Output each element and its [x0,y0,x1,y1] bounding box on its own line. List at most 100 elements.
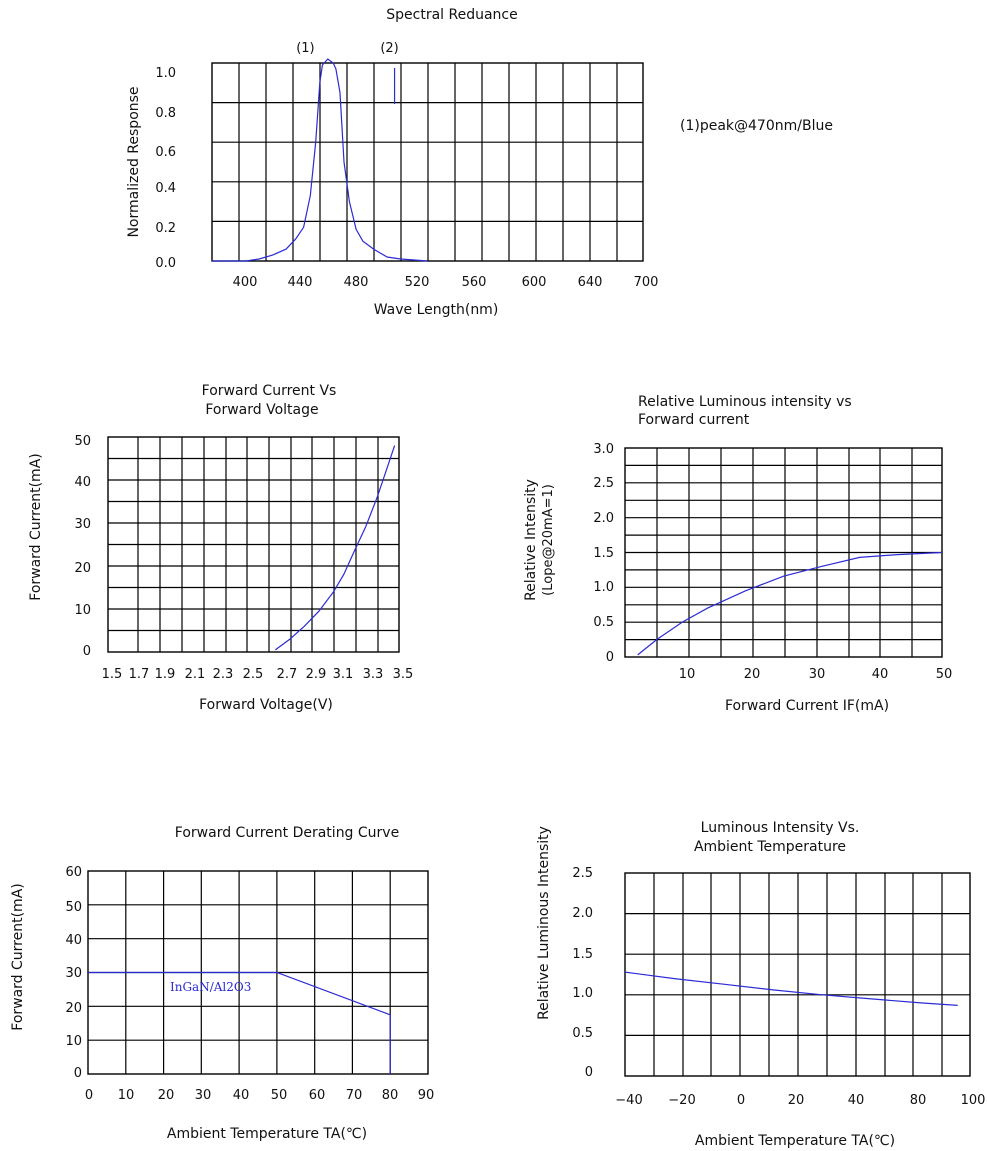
iv-y-tick: 20 [74,561,91,576]
luminous-current-chart: Relative Luminous intensity vs Forward c… [523,394,952,714]
luminous-temperature-curve [624,971,958,1006]
luminous-temperature-y-tick: 2.5 [572,866,593,881]
luminous-current-y-tick: 1.0 [593,580,614,595]
derating-x-tick: 50 [271,1088,288,1103]
iv-x-tick: 2.7 [277,667,298,682]
luminous-temperature-x-tick: 0 [737,1093,745,1108]
luminous-temperature-x-tick: 100 [961,1093,986,1108]
derating-x-tick: 40 [233,1088,250,1103]
iv-curve [274,445,396,651]
luminous-temperature-x-tick: 20 [788,1093,805,1108]
iv-x-tick: 1.7 [129,667,150,682]
derating-y-tick: 50 [65,900,82,915]
iv-x-tick: 1.5 [102,667,123,682]
iv-chart: Forward Current Vs Forward Voltage Forwa… [28,383,413,713]
luminous-temperature-y-tick: 0 [585,1065,593,1080]
luminous-temperature-y-tick: 1.5 [572,947,593,962]
iv-frame [107,436,400,653]
luminous-temperature-frame [624,872,971,1077]
luminous-temperature-x-tick: −40 [615,1093,642,1108]
spectral-x-tick: 400 [233,275,258,290]
iv-x-tick: 2.9 [306,667,327,682]
derating-xlabel: Ambient Temperature TA(℃) [167,1126,367,1142]
luminous-temperature-x-tick: 80 [910,1093,927,1108]
spectral-curve [212,58,428,262]
luminous-current-x-tick: 40 [872,667,889,682]
derating-y-tick: 60 [65,865,82,880]
spectral-y-tick: 0.8 [155,106,176,121]
derating-x-tick: 10 [118,1088,135,1103]
luminous-temperature-x-tick: −20 [668,1093,695,1108]
iv-ylabel: Forward Current(mA) [28,453,44,600]
spectral-marker-label: (1) [296,41,314,56]
spectral-title: Spectral Reduance [386,7,517,23]
derating-x-tick: 0 [85,1088,93,1103]
iv-title-line-2: Forward Voltage [205,402,318,418]
spectral-y-tick: 0.6 [155,145,176,160]
luminous-temperature-y-tick: 0.5 [572,1026,593,1041]
luminous-current-x-tick: 30 [809,667,826,682]
luminous-temperature-x-tick: 40 [848,1093,865,1108]
luminous-current-y-tick: 1.5 [593,546,614,561]
luminous-current-y-tick: 2.5 [593,476,614,491]
luminous-current-ylabel-line-2: (Lope@20mA=1) [541,484,556,596]
luminous-current-ylabel-line-1: Relative Intensity [523,479,539,601]
luminous-current-curve [637,551,943,656]
derating-x-tick: 80 [382,1088,399,1103]
luminous-temperature-title-line-2: Ambient Temperature [694,839,846,855]
iv-x-tick: 1.9 [155,667,176,682]
luminous-temperature-xlabel: Ambient Temperature TA(℃) [695,1133,895,1149]
spectral-x-tick: 440 [288,275,313,290]
luminous-current-xlabel: Forward Current IF(mA) [725,698,889,714]
iv-title-line-1: Forward Current Vs [202,383,337,399]
spectral-x-tick: 600 [522,275,547,290]
iv-grid [108,437,399,652]
luminous-current-y-tick: 0 [606,650,614,665]
derating-y-tick: 30 [65,966,82,981]
iv-x-tick: 2.1 [185,667,206,682]
derating-y-tick: 20 [65,1001,82,1016]
derating-x-tick: 20 [158,1088,175,1103]
luminous-current-title-line-2: Forward current [638,412,750,428]
spectral-chart: Spectral Reduance Normalized Response Wa… [126,7,833,318]
luminous-current-x-tick: 50 [936,667,953,682]
spectral-y-tick: 0.4 [155,181,176,196]
spectral-marker-label: (2) [380,41,398,56]
luminous-current-title-line-1: Relative Luminous intensity vs [638,394,852,410]
spectral-x-tick: 640 [578,275,603,290]
iv-y-tick: 30 [74,517,91,532]
luminous-temperature-ylabel: Relative Luminous Intensity [536,826,552,1020]
iv-x-tick: 3.3 [363,667,384,682]
iv-x-tick: 3.5 [393,667,414,682]
iv-xlabel: Forward Voltage(V) [199,697,333,713]
iv-x-tick: 2.5 [243,667,264,682]
luminous-temperature-grid [625,873,970,1076]
derating-curve [88,971,391,1074]
luminous-temperature-y-tick: 2.0 [572,906,593,921]
spectral-xlabel: Wave Length(nm) [374,302,499,318]
luminous-current-grid [625,448,942,657]
luminous-current-x-tick: 10 [679,667,696,682]
spectral-y-tick: 0.2 [155,221,176,236]
iv-y-tick: 0 [83,644,91,659]
luminous-temperature-chart: Luminous Intensity Vs. Ambient Temperatu… [536,820,985,1149]
iv-y-tick: 50 [74,434,91,449]
spectral-y-tick: 1.0 [155,66,176,81]
luminous-current-y-tick: 0.5 [593,615,614,630]
spectral-x-tick: 560 [462,275,487,290]
spectral-annotation: (1)peak@470nm/Blue [680,118,833,134]
luminous-temperature-title-line-1: Luminous Intensity Vs. [701,820,860,836]
iv-x-tick: 2.3 [213,667,234,682]
derating-y-tick: 0 [74,1066,82,1081]
spectral-x-tick: 700 [634,275,659,290]
spectral-grid [212,63,643,261]
iv-x-tick: 3.1 [333,667,354,682]
luminous-current-y-tick: 2.0 [593,511,614,526]
spectral-x-tick: 520 [405,275,430,290]
luminous-current-x-tick: 20 [744,667,761,682]
derating-y-tick: 40 [65,933,82,948]
derating-x-tick: 70 [346,1088,363,1103]
derating-series-label: InGaN/Al2O3 [170,980,251,994]
spectral-ylabel: Normalized Response [126,86,142,237]
